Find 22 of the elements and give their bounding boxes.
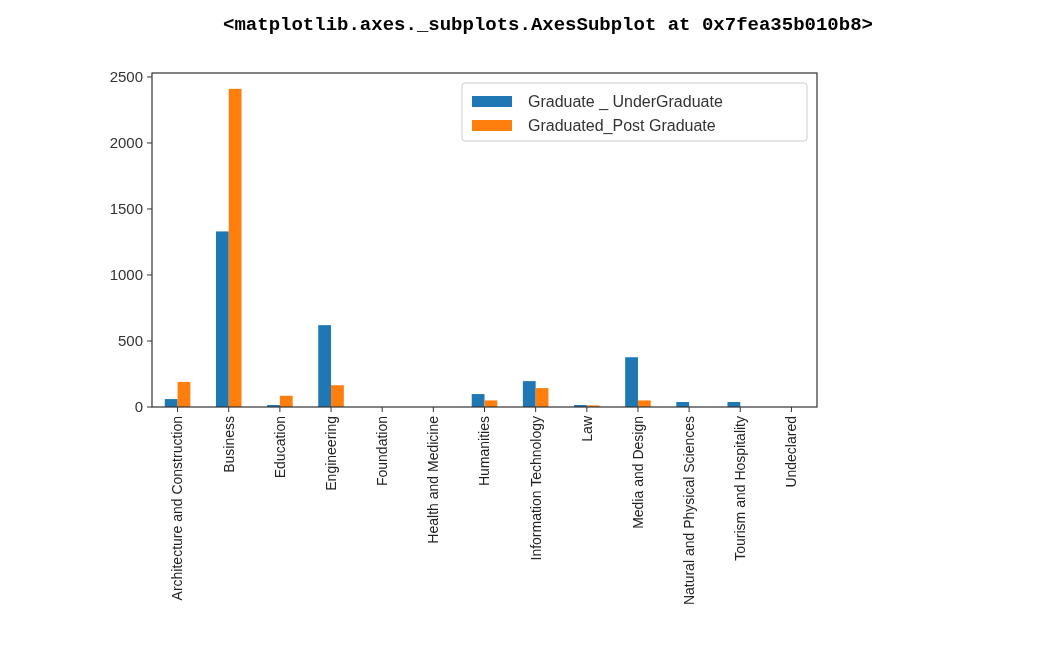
x-tick-label: Humanities [476, 416, 493, 487]
legend-label: Graduated_Post Graduate [528, 116, 716, 135]
legend-label: Graduate _ UnderGraduate [528, 92, 723, 111]
y-tick-label: 2500 [109, 68, 143, 86]
x-tick-label: Engineering [322, 416, 339, 491]
y-tick-label: 1000 [109, 266, 143, 284]
text: <matplotlib.axes._subplots.AxesSubplot at 0x7fea35b010b8> [223, 14, 873, 36]
y-tick-label: 500 [117, 332, 143, 350]
x-tick-label: Natural and Physical Sciences [681, 416, 698, 606]
x-tick-label: Business [220, 416, 237, 473]
x-tick-label: Law [578, 415, 595, 442]
x-tick-label: Architecture and Construction [169, 416, 186, 601]
y-tick-label: 0 [134, 398, 143, 416]
x-tick-label: Undeclared [783, 416, 800, 488]
x-tick-label: Education [271, 416, 288, 479]
y-tick-label: 2000 [109, 134, 143, 152]
x-tick-label: Information Technology [527, 416, 544, 561]
x-tick-label: Media and Design [629, 416, 646, 529]
x-tick-label: Health and Medicine [425, 415, 442, 544]
x-tick-label: Foundation [374, 416, 391, 487]
y-tick-label: 1500 [109, 200, 143, 218]
x-tick-label: Tourism and Hospitality [732, 416, 749, 561]
